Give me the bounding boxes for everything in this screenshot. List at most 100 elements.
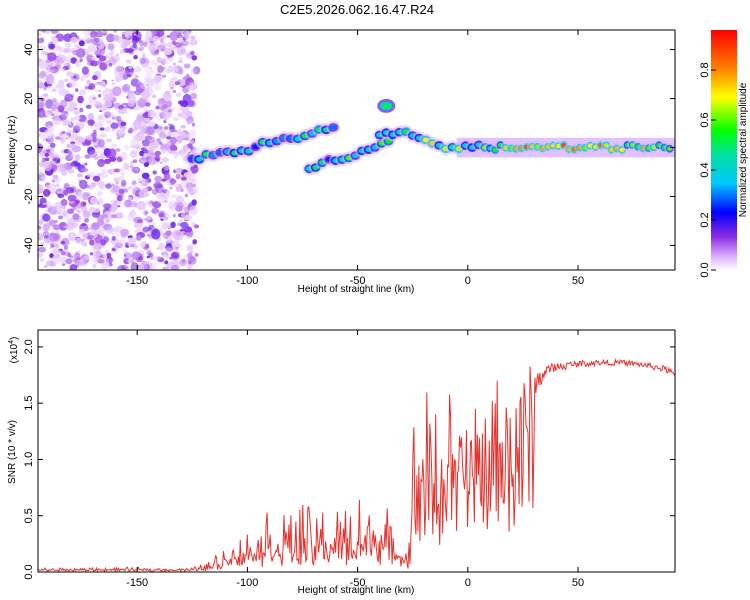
noise-speckle bbox=[99, 127, 105, 131]
noise-speckle bbox=[138, 263, 148, 270]
noise-speckle bbox=[146, 215, 152, 221]
noise-speckle bbox=[86, 135, 93, 140]
noise-speckle bbox=[141, 139, 150, 147]
noise-speckle bbox=[124, 144, 130, 151]
noise-speckle bbox=[60, 199, 68, 206]
noise-speckle bbox=[91, 256, 100, 263]
noise-speckle bbox=[170, 182, 175, 185]
snr-multiplier-exp: 4 bbox=[8, 340, 15, 344]
noise-speckle bbox=[43, 179, 48, 183]
noise-speckle bbox=[60, 156, 64, 160]
noise-speckle bbox=[128, 127, 134, 134]
noise-speckle bbox=[59, 136, 66, 143]
noise-speckle bbox=[96, 191, 103, 197]
noise-speckle bbox=[133, 106, 141, 111]
noise-speckle bbox=[44, 152, 49, 157]
noise-speckle bbox=[141, 170, 145, 174]
noise-speckle bbox=[51, 98, 58, 103]
x-tick-label: 50 bbox=[572, 275, 584, 287]
noise-speckle bbox=[38, 169, 44, 176]
noise-speckle bbox=[47, 52, 57, 62]
noise-speckle bbox=[149, 256, 154, 260]
signal-core bbox=[492, 147, 498, 153]
noise-speckle bbox=[91, 132, 97, 139]
noise-speckle bbox=[139, 126, 145, 132]
noise-speckle bbox=[135, 168, 139, 171]
noise-speckle bbox=[186, 263, 192, 270]
noise-speckle bbox=[151, 207, 160, 214]
noise-speckle bbox=[80, 201, 87, 207]
noise-speckle bbox=[68, 145, 72, 148]
noise-speckle bbox=[104, 93, 114, 101]
noise-speckle bbox=[92, 175, 101, 182]
noise-speckle bbox=[45, 112, 51, 117]
noise-speckle bbox=[187, 99, 195, 106]
noise-speckle bbox=[45, 148, 51, 152]
snr-multiplier: (x104) bbox=[8, 337, 20, 364]
noise-speckle bbox=[73, 252, 81, 260]
noise-speckle bbox=[90, 30, 98, 38]
noise-speckle bbox=[161, 35, 167, 40]
noise-speckle bbox=[177, 32, 182, 36]
noise-speckle bbox=[123, 255, 127, 259]
noise-speckle bbox=[67, 232, 77, 240]
noise-speckle bbox=[162, 108, 172, 120]
noise-speckle bbox=[118, 175, 125, 182]
bright-spot bbox=[380, 101, 393, 110]
noise-speckle bbox=[102, 262, 110, 268]
noise-speckle bbox=[60, 240, 66, 245]
colorbar-label: Normalized spectral amplitude bbox=[738, 82, 749, 217]
noise-speckle bbox=[87, 120, 91, 124]
noise-speckle bbox=[177, 51, 183, 56]
noise-speckle bbox=[168, 56, 174, 62]
noise-speckle bbox=[159, 212, 164, 218]
noise-speckle bbox=[190, 92, 198, 100]
noise-speckle bbox=[42, 188, 51, 197]
noise-speckle bbox=[137, 177, 142, 182]
noise-speckle bbox=[109, 50, 115, 55]
noise-speckle bbox=[49, 246, 53, 249]
noise-speckle bbox=[74, 154, 81, 160]
noise-speckle bbox=[173, 246, 179, 252]
noise-speckle bbox=[169, 258, 173, 262]
noise-speckle bbox=[38, 32, 42, 37]
noise-speckle bbox=[111, 236, 116, 241]
noise-speckle bbox=[113, 34, 120, 42]
noise-speckle bbox=[148, 136, 155, 144]
colorbar-tick-label: 0.6 bbox=[699, 112, 711, 127]
noise-speckle bbox=[186, 244, 194, 252]
spectrogram-panel: -150 -100 -50 0 50 -40 -20 0 20 40 Height of str… bbox=[7, 29, 676, 295]
y-tick-label: 1.0 bbox=[23, 452, 35, 467]
noise-speckle bbox=[138, 189, 148, 199]
noise-speckle bbox=[142, 41, 148, 47]
noise-speckle bbox=[87, 44, 96, 53]
noise-speckle bbox=[190, 68, 197, 74]
noise-speckle bbox=[134, 144, 142, 151]
noise-speckle bbox=[80, 238, 86, 242]
noise-speckle bbox=[191, 199, 197, 206]
noise-speckle bbox=[138, 256, 143, 261]
noise-speckle bbox=[127, 48, 134, 53]
noise-speckle bbox=[61, 263, 66, 266]
noise-speckle bbox=[128, 126, 136, 133]
snr-x-label: Height of straight line (km) bbox=[298, 585, 415, 596]
snr-multiplier-base: (x10 bbox=[9, 343, 20, 363]
noise-speckle bbox=[169, 126, 175, 133]
noise-speckle bbox=[140, 81, 149, 90]
colorbar-tick-label: 0.4 bbox=[699, 162, 711, 177]
noise-speckle bbox=[93, 254, 97, 259]
noise-speckle bbox=[67, 194, 77, 202]
noise-speckle bbox=[117, 119, 125, 128]
noise-speckle bbox=[99, 172, 109, 179]
noise-speckle bbox=[99, 39, 104, 44]
noise-speckle bbox=[161, 217, 165, 219]
noise-speckle bbox=[86, 54, 90, 57]
noise-speckle bbox=[94, 142, 98, 146]
noise-speckle bbox=[49, 79, 55, 85]
noise-speckle bbox=[141, 63, 150, 69]
noise-speckle bbox=[143, 209, 149, 216]
noise-speckle bbox=[101, 83, 107, 88]
noise-speckle bbox=[50, 142, 56, 148]
noise-speckle bbox=[142, 226, 149, 233]
